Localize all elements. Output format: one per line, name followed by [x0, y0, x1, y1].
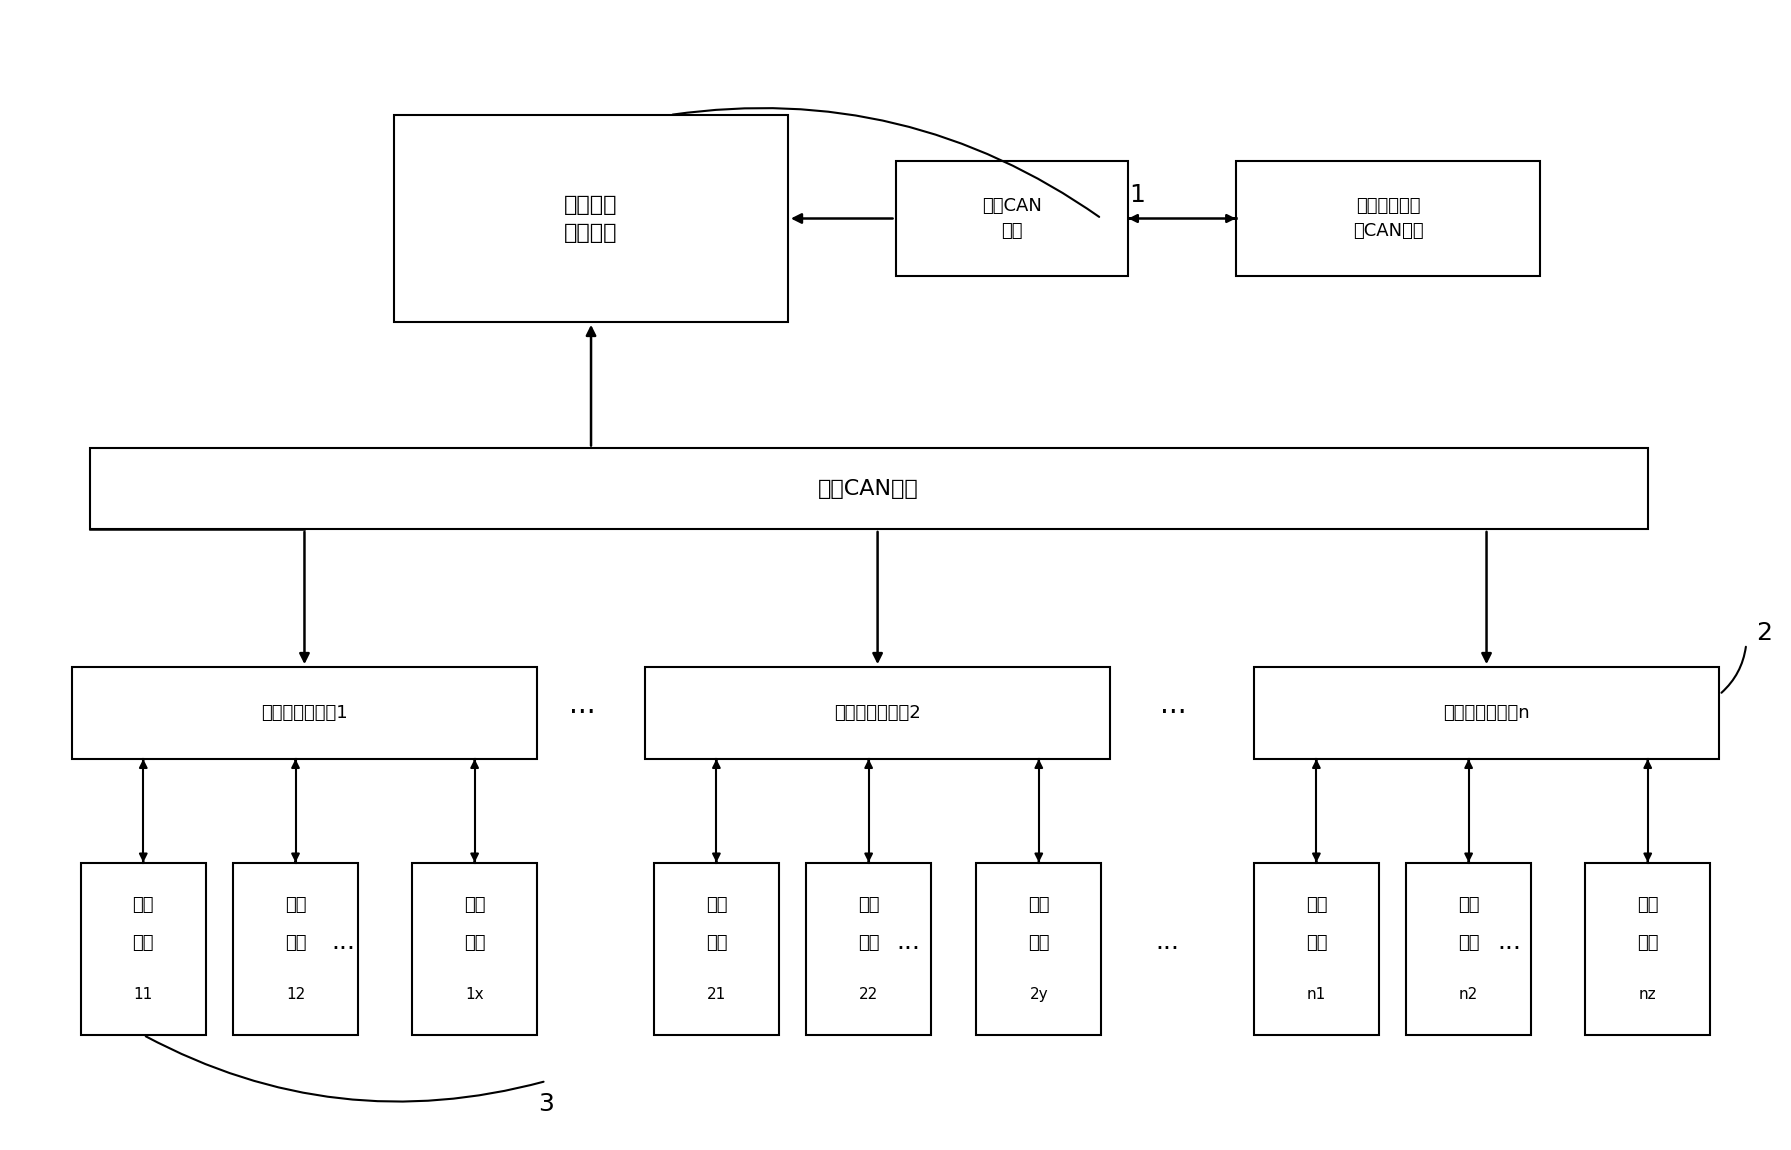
Text: 12: 12: [287, 987, 304, 1003]
Text: 2y: 2y: [1030, 987, 1048, 1003]
FancyBboxPatch shape: [412, 862, 537, 1035]
FancyBboxPatch shape: [81, 862, 206, 1035]
Text: 3: 3: [539, 1092, 553, 1116]
FancyBboxPatch shape: [90, 448, 1648, 529]
Text: 设备: 设备: [1306, 934, 1327, 952]
Text: 可配置控制模块1: 可配置控制模块1: [261, 704, 347, 722]
Text: 22: 22: [860, 987, 878, 1003]
Text: ···: ···: [570, 699, 595, 727]
FancyBboxPatch shape: [1254, 667, 1719, 759]
Text: 车身: 车身: [706, 896, 727, 914]
Text: 车身: 车身: [1306, 896, 1327, 914]
Text: 设备: 设备: [706, 934, 727, 952]
Text: nz: nz: [1639, 987, 1657, 1003]
Text: 车载综合
信息模块: 车载综合 信息模块: [564, 194, 618, 243]
Text: 设备: 设备: [1637, 934, 1658, 952]
Text: 高速CAN
总线: 高速CAN 总线: [981, 197, 1042, 240]
Text: 车身: 车身: [285, 896, 306, 914]
Text: 车身: 车身: [1028, 896, 1050, 914]
Text: ···: ···: [1155, 937, 1180, 960]
Text: 设备: 设备: [858, 934, 879, 952]
Text: 设备: 设备: [1458, 934, 1479, 952]
Text: 1: 1: [1130, 184, 1144, 207]
Text: 2: 2: [1757, 621, 1771, 644]
Text: 1x: 1x: [466, 987, 484, 1003]
FancyBboxPatch shape: [806, 862, 931, 1035]
Text: 车身: 车身: [133, 896, 154, 914]
Text: ···: ···: [896, 937, 921, 960]
Text: n2: n2: [1460, 987, 1478, 1003]
Text: 车身: 车身: [1458, 896, 1479, 914]
Text: 21: 21: [707, 987, 725, 1003]
FancyBboxPatch shape: [1254, 862, 1379, 1035]
FancyBboxPatch shape: [1585, 862, 1710, 1035]
Text: ···: ···: [1497, 937, 1522, 960]
Text: ···: ···: [1161, 699, 1186, 727]
Text: 设备: 设备: [464, 934, 485, 952]
FancyBboxPatch shape: [1236, 161, 1540, 276]
Text: 车身: 车身: [1637, 896, 1658, 914]
Text: ···: ···: [331, 937, 356, 960]
Text: 可配置控制模块n: 可配置控制模块n: [1444, 704, 1530, 722]
Text: 设备: 设备: [133, 934, 154, 952]
Text: 可配置控制模块2: 可配置控制模块2: [835, 704, 921, 722]
Text: 发动机、传动
系CAN网络: 发动机、传动 系CAN网络: [1352, 197, 1424, 240]
Text: 设备: 设备: [1028, 934, 1050, 952]
Text: 车身: 车身: [464, 896, 485, 914]
FancyBboxPatch shape: [394, 115, 788, 322]
FancyBboxPatch shape: [896, 161, 1128, 276]
FancyBboxPatch shape: [645, 667, 1110, 759]
FancyBboxPatch shape: [654, 862, 779, 1035]
FancyBboxPatch shape: [72, 667, 537, 759]
FancyBboxPatch shape: [1406, 862, 1531, 1035]
FancyBboxPatch shape: [233, 862, 358, 1035]
Text: 车身: 车身: [858, 896, 879, 914]
Text: 设备: 设备: [285, 934, 306, 952]
Text: 低速CAN总线: 低速CAN总线: [818, 478, 919, 499]
Text: 11: 11: [134, 987, 152, 1003]
Text: n1: n1: [1307, 987, 1325, 1003]
FancyBboxPatch shape: [976, 862, 1101, 1035]
